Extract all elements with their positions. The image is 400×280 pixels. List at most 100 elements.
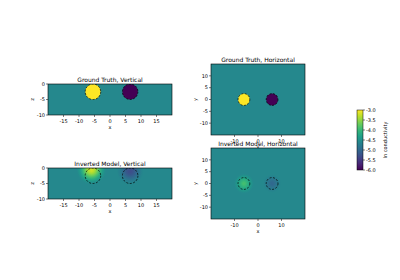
background-cell [211,64,305,135]
sphere-outline [266,94,278,106]
plot-area [48,168,172,199]
y-tick [209,99,211,100]
y-tick-label: -5 [40,96,45,102]
anomaly [122,84,138,100]
x-tick-label: 10 [278,222,284,228]
y-label: z [29,182,35,185]
y-tick-label: -10 [37,196,45,202]
colorbar-tick-label: -6.0 [366,167,376,173]
inverted-blob [233,173,254,194]
y-tick-label: 0 [205,180,208,186]
y-tick [209,111,211,112]
y-tick [209,171,211,172]
x-tick-label: -5 [92,118,97,124]
y-tick [46,84,48,85]
y-tick [209,183,211,184]
y-label: y [192,98,199,101]
colorbar-tick [363,140,365,141]
x-tick-label: 10 [138,118,144,124]
y-tick [46,199,48,200]
sphere-outline [122,168,138,184]
x-tick-label: -10 [230,222,238,228]
y-tick-label: 0 [205,96,208,102]
x-tick-label: -10 [75,118,83,124]
sphere-outline [238,178,250,190]
x-tick-label: -15 [59,202,67,208]
colorbar-label: ln conductivity [382,122,389,159]
x-label: x [109,208,112,214]
colorbar [357,110,363,170]
y-tick [209,87,211,88]
x-tick-label: -10 [75,202,83,208]
background-cell [48,168,172,199]
inverted-blob [76,168,107,185]
sphere-outline [238,94,250,106]
x-tick-label: 10 [138,202,144,208]
title: Ground Truth, Vertical [77,76,143,83]
y-tick [46,115,48,116]
plot-area [211,64,305,135]
y-tick-label: -5 [40,180,45,186]
colorbar-tick-label: -3.0 [366,107,376,113]
x-label: x [109,124,112,130]
y-tick [209,75,211,76]
colorbar-tick [363,130,365,131]
y-tick [209,195,211,196]
anomaly [266,94,278,106]
sphere-outline [122,84,138,100]
sphere-outline [85,84,101,100]
colorbar-tick [363,170,365,171]
sphere-outline [85,168,101,184]
background-cell [211,148,305,219]
y-tick-label: -10 [37,112,45,118]
colorbar-tick [363,150,365,151]
y-tick-label: -5 [203,108,208,114]
sphere-outline [266,178,278,190]
y-label: z [29,98,35,101]
colorbar-tick [363,120,365,121]
y-tick-label: 10 [202,73,208,79]
y-tick-label: -10 [200,120,208,126]
plot-area [211,148,305,219]
y-tick [209,207,211,208]
colorbar-tick-label: -4.5 [366,137,376,143]
y-tick [209,159,211,160]
frame [48,168,172,199]
y-tick-label: 10 [202,157,208,163]
figure: -15 -10 -5 0 5 10 15 -10 -5 0 Ground Truth, Vertic… [0,0,400,280]
title: Inverted Model, Vertical [74,160,146,167]
y-tick-label: 5 [205,168,208,174]
colorbar-tick [363,160,365,161]
y-tick-label: 0 [42,165,45,171]
y-tick-label: 0 [42,81,45,87]
x-tick-label: 15 [153,202,159,208]
y-tick-label: -10 [200,204,208,210]
x-tick-label: 5 [124,202,127,208]
colorbar-tick [363,110,365,111]
x-tick-label: -5 [92,202,97,208]
y-tick [46,168,48,169]
frame [211,148,305,219]
anomaly [85,84,101,100]
y-tick-label: -5 [203,192,208,198]
x-tick-label: 5 [124,118,127,124]
background-cell [48,84,172,115]
y-tick-label: 5 [205,84,208,90]
colorbar-tick-label: -5.0 [366,147,376,153]
colorbar-tick-label: -4.0 [366,127,376,133]
title: Inverted Model, Horizontal [218,140,298,147]
x-tick-label: -15 [59,118,67,124]
title: Ground Truth, Horizontal [221,56,295,63]
plot-area [48,84,172,115]
inverted-blob [116,168,144,185]
frame [211,64,305,135]
anomaly [238,94,250,106]
inverted-blob [263,174,282,193]
frame [48,84,172,115]
y-tick [46,99,48,100]
y-tick [46,183,48,184]
colorbar-tick-label: -3.5 [366,117,376,123]
colorbar-tick-label: -5.5 [366,157,376,163]
y-label: y [192,182,199,185]
x-label: x [257,228,260,234]
